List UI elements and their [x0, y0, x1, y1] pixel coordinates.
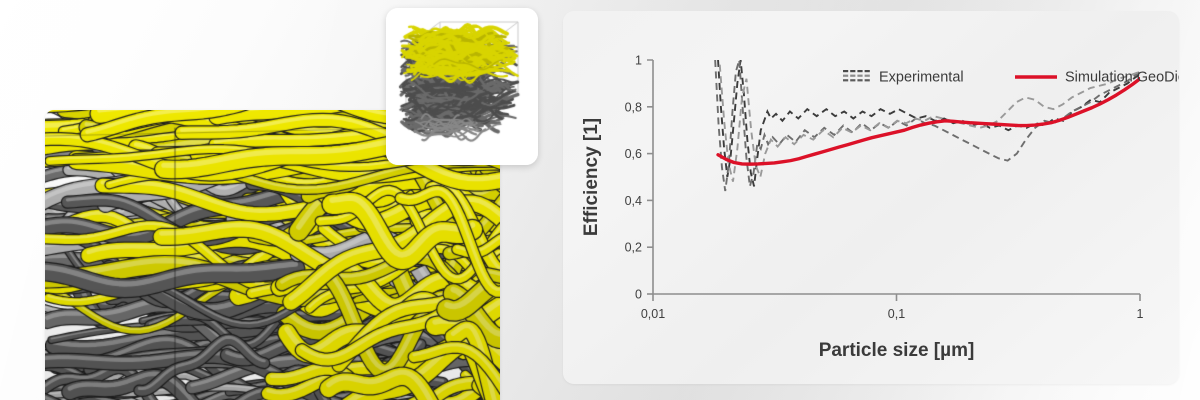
x-tick-label: 0,1	[888, 307, 905, 321]
series-path-experimental-2	[718, 64, 1140, 182]
y-axis-title: Efficiency [1]	[581, 118, 602, 236]
y-tick-label: 0,4	[625, 194, 642, 208]
x-axis-title: Particle size [µm]	[819, 340, 975, 361]
chart-panel: 0 0,2 0,4 0,6 0,8 1 0,01 0,1 1 Particle size [µm]…	[563, 11, 1179, 384]
y-tick-label: 0,8	[625, 100, 642, 114]
y-tick-label: 0	[635, 288, 642, 302]
y-tick-label: 1	[635, 54, 642, 68]
inset-volume-canvas	[386, 8, 538, 165]
x-tick-label: 1	[1137, 307, 1144, 321]
legend-marker-experimental	[843, 70, 870, 82]
chart-axes	[652, 60, 1140, 295]
legend-label-experimental: Experimental	[879, 70, 964, 86]
legend-label-simulation: Simulation GeoDict	[1065, 70, 1179, 86]
y-tick-label: 0,2	[625, 241, 642, 255]
y-tick-label: 0,6	[625, 147, 642, 161]
x-tick-label: 0,01	[641, 307, 665, 321]
series-path-simulation	[716, 77, 1140, 166]
inset-volume-card	[386, 8, 538, 165]
efficiency-chart: 0 0,2 0,4 0,6 0,8 1 0,01 0,1 1 Particle size [µm]…	[581, 54, 1179, 362]
